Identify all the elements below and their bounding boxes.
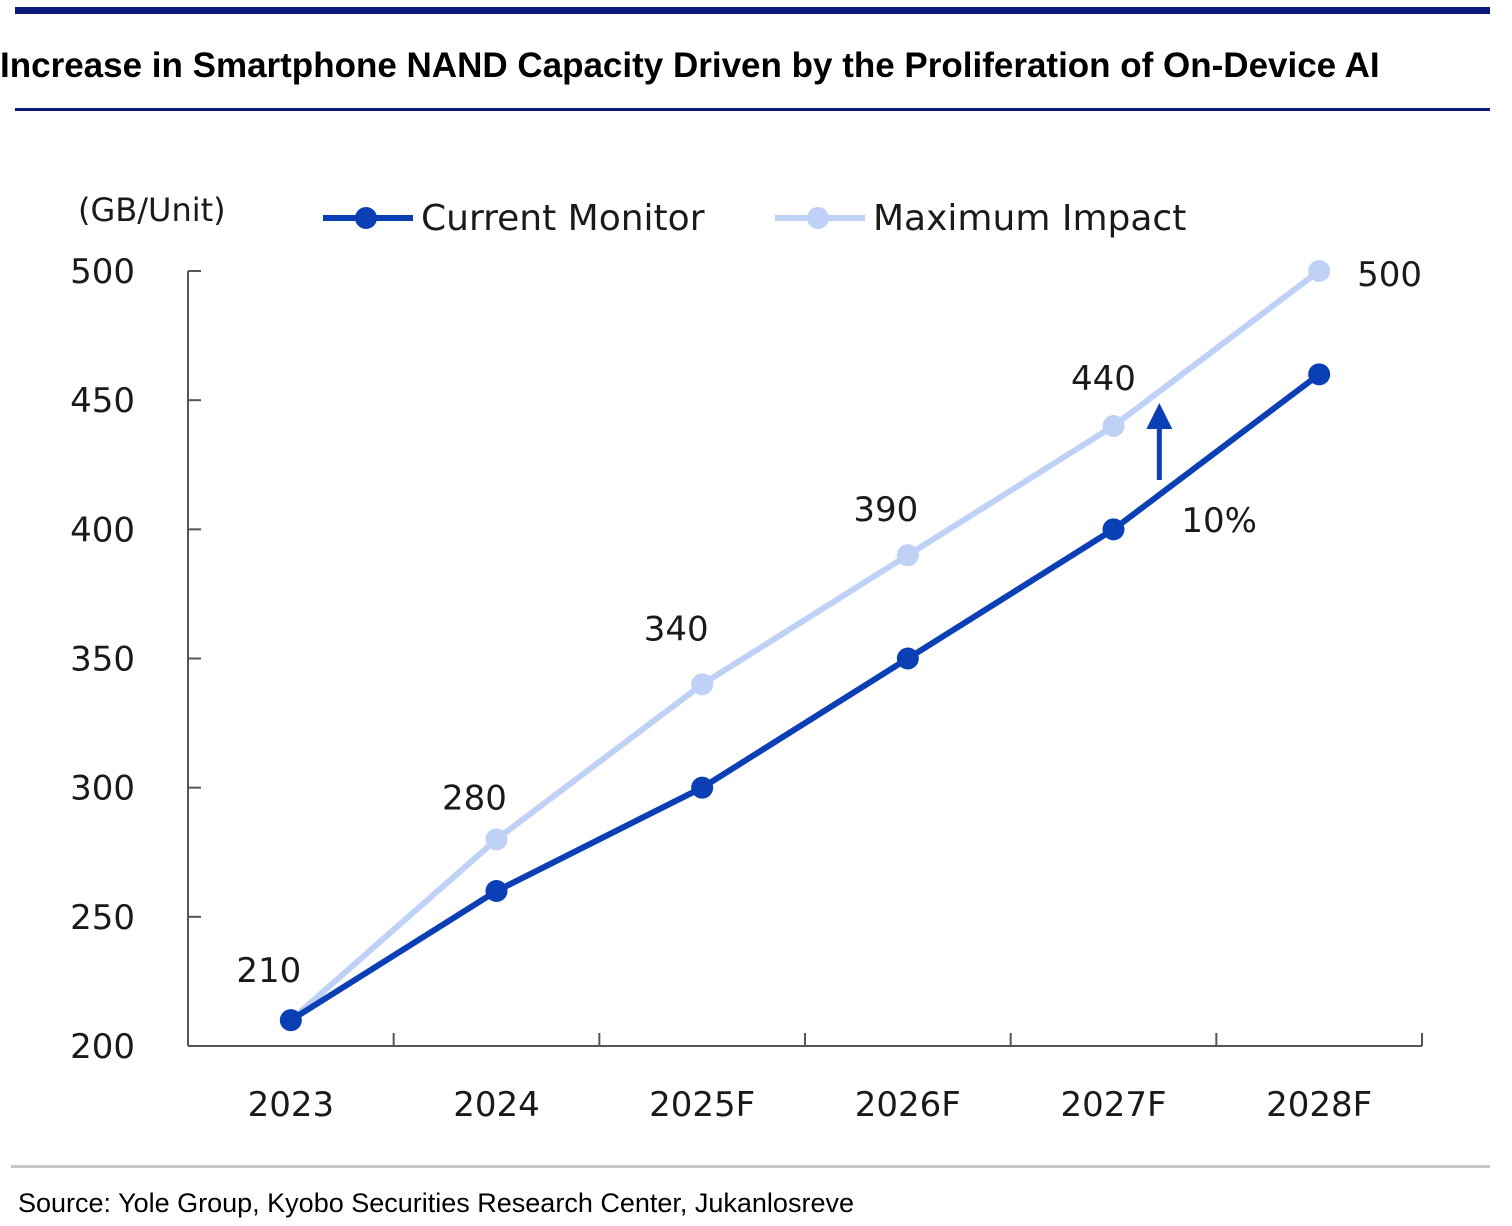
data-label: 210 xyxy=(236,951,301,991)
maximum-impact-point xyxy=(691,673,714,696)
source-note: Source: Yole Group, Kyobo Securities Res… xyxy=(18,1188,854,1218)
legend-maximum-impact: Maximum Impact xyxy=(775,198,1186,239)
x-tick-label: 2028F xyxy=(1266,1085,1372,1125)
y-tick-label: 350 xyxy=(70,640,135,680)
x-tick-label: 2024 xyxy=(453,1085,540,1125)
y-tick-label: 200 xyxy=(70,1027,135,1067)
y-tick-label: 450 xyxy=(70,381,135,421)
x-tick-label: 2025F xyxy=(649,1085,755,1125)
y-tick-label: 300 xyxy=(70,769,135,809)
legend-marker xyxy=(355,207,377,229)
top-rule xyxy=(15,7,1490,14)
current-monitor-point xyxy=(485,880,508,902)
legend-label: Current Monitor xyxy=(421,198,705,239)
data-label: 280 xyxy=(442,778,507,818)
data-label: 440 xyxy=(1071,359,1136,399)
data-label: 390 xyxy=(853,490,918,530)
y-tick-label: 250 xyxy=(70,898,135,938)
current-monitor-point xyxy=(1308,363,1331,386)
annotation-label: 10% xyxy=(1181,501,1257,541)
series-line-current-monitor xyxy=(289,371,1321,1023)
data-label: 500 xyxy=(1357,255,1422,295)
maximum-impact-point xyxy=(1308,260,1331,282)
series-line-maximum-impact xyxy=(288,268,1321,1023)
legend-label: Maximum Impact xyxy=(873,198,1186,239)
axis-group: 200 250 300 350 400 450 500 2023 2024 2025F 2026F 2… xyxy=(70,191,1423,1125)
legend-marker xyxy=(807,207,829,229)
y-tick-label: 500 xyxy=(70,252,135,292)
up-arrow-head-icon xyxy=(1146,403,1173,429)
maximum-impact-point xyxy=(1102,415,1125,437)
legend-current-monitor: Current Monitor xyxy=(323,198,705,239)
x-tick-label: 2026F xyxy=(855,1085,961,1125)
title-rule xyxy=(15,108,1490,111)
x-tick-label: 2027F xyxy=(1060,1085,1166,1125)
x-tick-label: 2023 xyxy=(248,1085,335,1125)
y-tick-label: 400 xyxy=(70,510,135,550)
source-rule xyxy=(11,1165,1490,1168)
current-monitor-point xyxy=(896,647,919,670)
legend-group: Current Monitor Maximum Impact xyxy=(323,198,1186,239)
maximum-impact-point xyxy=(896,544,919,567)
line-chart: 200 250 300 350 400 450 500 2023 2024 2025F 2026F 2… xyxy=(70,191,1423,1125)
data-label: 340 xyxy=(644,609,709,649)
current-monitor-point xyxy=(691,776,714,799)
current-monitor-point xyxy=(279,1009,302,1032)
page-title: Increase in Smartphone NAND Capacity Dri… xyxy=(0,46,1380,85)
y-axis-unit-label: (GB/Unit) xyxy=(78,191,226,229)
maximum-impact-point xyxy=(485,828,508,851)
series-group xyxy=(279,260,1331,1032)
current-monitor-point xyxy=(1102,518,1125,541)
label-group: 210 280 340 390 440 500 10% xyxy=(236,255,1422,991)
